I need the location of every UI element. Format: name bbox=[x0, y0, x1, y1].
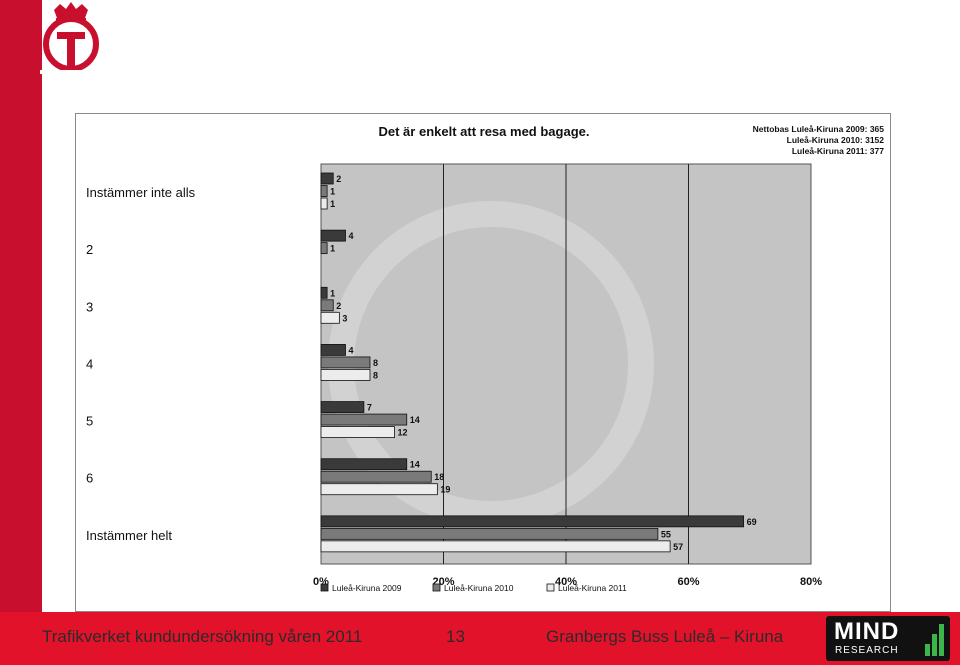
legend-swatch bbox=[320, 583, 329, 592]
bar bbox=[320, 470, 432, 483]
bar bbox=[320, 242, 328, 255]
data-label: 12 bbox=[398, 428, 408, 438]
bar bbox=[320, 369, 371, 381]
data-label: 3 bbox=[342, 313, 347, 323]
legend-swatch bbox=[432, 583, 441, 592]
data-label: 18 bbox=[434, 472, 444, 482]
x-tick-label: 40% bbox=[555, 576, 577, 588]
base-note: Luleå-Kiruna 2011: 377 bbox=[792, 146, 884, 156]
bar bbox=[320, 527, 659, 540]
mind-logo-text: MIND bbox=[834, 618, 900, 645]
category-label: Instämmer helt bbox=[86, 528, 172, 543]
category-label: 4 bbox=[86, 356, 93, 371]
bar bbox=[320, 172, 334, 185]
data-label: 57 bbox=[673, 542, 683, 552]
data-label: 7 bbox=[367, 403, 372, 413]
mind-research-logo: MIND RESEARCH bbox=[826, 616, 950, 661]
data-label: 8 bbox=[373, 370, 378, 380]
bar bbox=[320, 483, 438, 496]
trafikverket-logo-icon bbox=[40, 2, 102, 74]
data-label: 8 bbox=[373, 358, 378, 368]
category-label: 2 bbox=[86, 242, 93, 257]
x-tick-label: 60% bbox=[677, 576, 699, 588]
category-label: 6 bbox=[86, 471, 93, 486]
chart-frame: 0% 20% 40% 60% 80% Det är enkelt att resa med… bbox=[75, 113, 891, 612]
bar bbox=[320, 299, 334, 312]
bar bbox=[320, 344, 346, 356]
data-label: 69 bbox=[747, 517, 757, 527]
data-label: 1 bbox=[330, 244, 335, 254]
bar bbox=[320, 515, 745, 528]
footer-survey-title: Trafikverket kundundersökning våren 2011 bbox=[42, 627, 363, 646]
x-tick-label: 80% bbox=[800, 576, 822, 588]
data-label: 14 bbox=[410, 460, 420, 470]
bar bbox=[320, 356, 371, 369]
footer-route-name: Granbergs Buss Luleå – Kiruna bbox=[546, 627, 784, 646]
data-label: 55 bbox=[661, 529, 671, 539]
legend-label: Luleå-Kiruna 2010 bbox=[444, 583, 514, 593]
base-note: Luleå-Kiruna 2010: 3152 bbox=[787, 135, 885, 145]
bar bbox=[320, 540, 671, 553]
chart-title: Det är enkelt att resa med bagage. bbox=[379, 124, 590, 139]
category-label: 5 bbox=[86, 414, 93, 429]
bar bbox=[320, 401, 365, 413]
base-note: Nettobas Luleå-Kiruna 2009: 365 bbox=[753, 124, 885, 134]
footer-page-number: 13 bbox=[446, 627, 465, 646]
bar bbox=[320, 185, 328, 197]
category-label: 3 bbox=[86, 299, 93, 314]
bar bbox=[320, 311, 340, 324]
category-label: Instämmer inte alls bbox=[86, 185, 196, 200]
left-accent-bar bbox=[0, 0, 42, 612]
research-logo-text: RESEARCH bbox=[835, 645, 899, 656]
legend-label: Luleå-Kiruna 2009 bbox=[332, 583, 402, 593]
bar bbox=[320, 286, 328, 299]
footer-bar: Trafikverket kundundersökning våren 2011… bbox=[0, 612, 960, 665]
bar bbox=[320, 458, 408, 471]
data-label: 4 bbox=[349, 345, 354, 355]
bar bbox=[320, 229, 346, 242]
data-label: 2 bbox=[336, 174, 341, 184]
data-label: 1 bbox=[330, 199, 335, 209]
bar bbox=[320, 197, 328, 210]
bar-chart: 0% 20% 40% 60% 80%Det är enkelt att resa med… bbox=[86, 124, 885, 593]
bar bbox=[320, 426, 395, 438]
data-label: 4 bbox=[349, 231, 354, 241]
data-label: 1 bbox=[330, 187, 335, 197]
mind-bars-icon bbox=[925, 624, 944, 656]
data-label: 1 bbox=[330, 288, 335, 298]
legend-swatch bbox=[546, 583, 555, 592]
data-label: 19 bbox=[440, 485, 450, 495]
bar bbox=[320, 413, 408, 426]
data-label: 14 bbox=[410, 415, 420, 425]
legend-label: Luleå-Kiruna 2011 bbox=[558, 583, 627, 593]
data-label: 2 bbox=[336, 301, 341, 311]
